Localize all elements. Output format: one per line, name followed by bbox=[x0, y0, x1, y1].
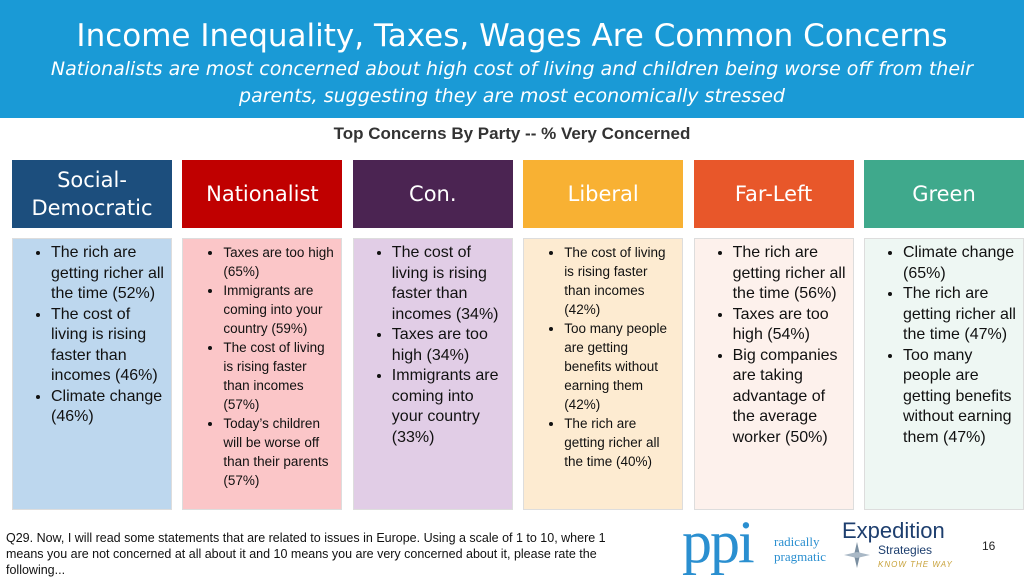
concern-list: Taxes are too high (65%)Immigrants are c… bbox=[183, 243, 335, 490]
page-number: 16 bbox=[982, 539, 996, 553]
ppi-logo: ppi bbox=[682, 509, 755, 575]
subtitle: Nationalists are most concerned about hi… bbox=[50, 58, 974, 107]
concern-list: The rich are getting richer all the time… bbox=[13, 243, 165, 428]
concern-item: Climate change (65%) bbox=[903, 243, 1017, 284]
concern-box: The rich are getting richer all the time… bbox=[12, 238, 172, 510]
party-header: Far-Left bbox=[693, 160, 854, 228]
concern-item: Immigrants are coming into your country … bbox=[392, 366, 506, 448]
compass-icon bbox=[844, 542, 870, 568]
concern-item: Immigrants are coming into your country … bbox=[223, 281, 335, 338]
header: Income Inequality, Taxes, Wages Are Comm… bbox=[0, 0, 1024, 118]
party-header: Con. bbox=[352, 160, 513, 228]
footnote: Q29. Now, I will read some statements th… bbox=[6, 531, 606, 577]
expedition-logo: Expedition bbox=[842, 518, 945, 543]
ppi-tagline: radically bbox=[774, 534, 820, 549]
concern-list: The cost of living is rising faster than… bbox=[354, 243, 506, 448]
concern-item: Taxes are too high (34%) bbox=[392, 325, 506, 366]
concern-item: Taxes are too high (65%) bbox=[223, 243, 335, 281]
concern-item: Too many people are getting benefits wit… bbox=[903, 346, 1017, 449]
party-header: Liberal bbox=[523, 160, 684, 228]
concern-item: Too many people are getting benefits wit… bbox=[564, 319, 676, 414]
concern-item: The cost of living is rising faster than… bbox=[392, 243, 506, 325]
expedition-strategies: Strategies bbox=[878, 543, 933, 557]
concern-item: Climate change (46%) bbox=[51, 387, 165, 428]
party-header: Nationalist bbox=[182, 160, 343, 228]
concern-item: The cost of living is rising faster than… bbox=[564, 243, 676, 319]
expedition-tagline: KNOW THE WAY bbox=[878, 560, 953, 569]
concern-item: Taxes are too high (54%) bbox=[733, 305, 847, 346]
concern-list: The rich are getting richer all the time… bbox=[695, 243, 847, 448]
concern-item: The rich are getting richer all the time… bbox=[903, 284, 1017, 346]
section-title: Top Concerns By Party -- % Very Concerne… bbox=[333, 124, 691, 143]
party-header: Green bbox=[864, 160, 1024, 228]
concern-box: The cost of living is rising faster than… bbox=[352, 238, 513, 510]
concern-item: The rich are getting richer all the time… bbox=[51, 243, 165, 305]
concern-box: The cost of living is rising faster than… bbox=[523, 238, 684, 510]
concern-item: The cost of living is rising faster than… bbox=[51, 305, 165, 387]
concern-box: Taxes are too high (65%)Immigrants are c… bbox=[182, 238, 343, 510]
concern-item: The cost of living is rising faster than… bbox=[223, 338, 335, 414]
concern-item: The rich are getting richer all the time… bbox=[733, 243, 847, 305]
concern-box: Climate change (65%)The rich are getting… bbox=[864, 238, 1024, 510]
concern-list: The cost of living is rising faster than… bbox=[524, 243, 676, 471]
ppi-tagline: pragmatic bbox=[774, 549, 826, 564]
concern-item: Today’s children will be worse off than … bbox=[223, 414, 335, 490]
party-header: Social-Democratic bbox=[12, 160, 172, 228]
concern-item: Big companies are taking advantage of th… bbox=[733, 346, 847, 449]
concern-item: The rich are getting richer all the time… bbox=[564, 414, 676, 471]
title: Income Inequality, Taxes, Wages Are Comm… bbox=[76, 18, 948, 54]
concern-list: Climate change (65%)The rich are getting… bbox=[865, 243, 1017, 448]
concern-box: The rich are getting richer all the time… bbox=[693, 238, 854, 510]
